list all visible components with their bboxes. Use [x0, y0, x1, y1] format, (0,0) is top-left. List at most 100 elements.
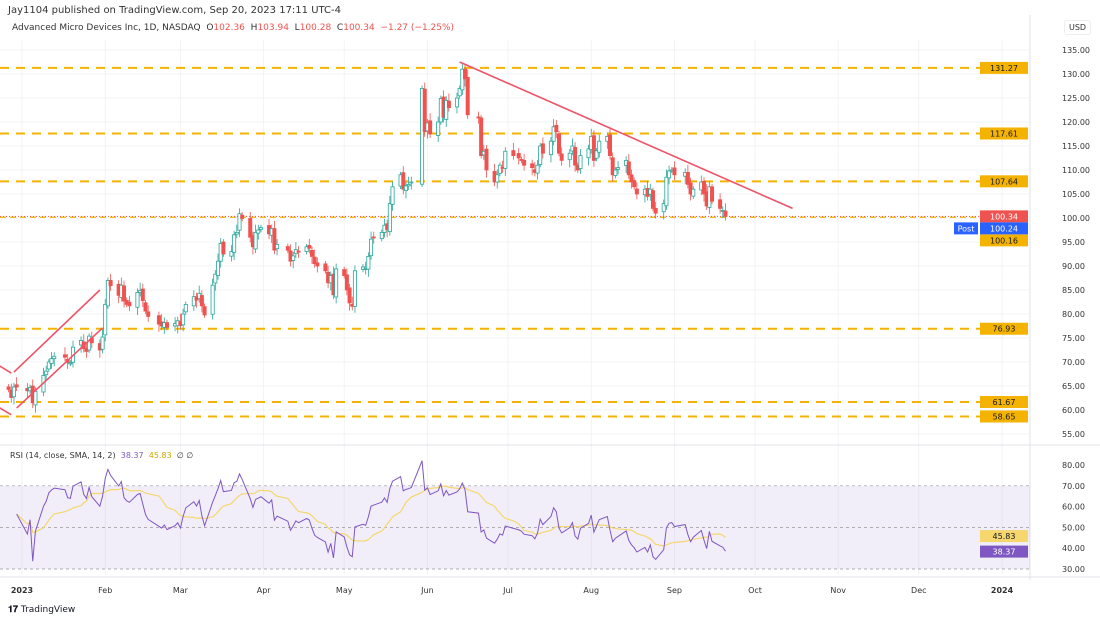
time-tick: Jun — [420, 586, 434, 595]
candle-body — [632, 180, 637, 188]
rsi-tick: 80.00 — [1062, 461, 1085, 470]
level-tag — [980, 175, 1028, 188]
price-tick: 65.00 — [1062, 382, 1085, 391]
time-axis: 2023 Feb Mar Apr May Jun Jul Aug Sep Oct Nov Dec 202… — [11, 586, 1014, 595]
level-tag — [980, 61, 1028, 74]
candle-body — [629, 174, 634, 183]
candle-body — [446, 100, 451, 109]
candle-body — [334, 268, 339, 298]
candle-body — [554, 124, 559, 133]
rsi-tick: 30.00 — [1062, 565, 1085, 574]
close-label: C — [336, 23, 344, 33]
level-label: 58.65 — [993, 412, 1016, 421]
brand-name: TradingView — [20, 605, 76, 615]
candle-body — [538, 145, 543, 165]
level-label: 117.61 — [990, 129, 1018, 138]
candle-body — [146, 311, 151, 317]
candle-body — [366, 255, 371, 270]
candle-body — [613, 169, 618, 176]
rsi-label: RSI (14, close, SMA, 14, 2) — [10, 451, 116, 460]
low-label: L — [294, 23, 300, 33]
price-tick: 85.00 — [1062, 286, 1085, 295]
candle-body — [420, 88, 425, 185]
last-price-label: 100.34 — [990, 212, 1018, 221]
candle-body — [401, 172, 406, 190]
rsi-value-label: 38.37 — [993, 548, 1016, 557]
candle-body — [667, 170, 672, 179]
last-price-tag — [980, 210, 1028, 223]
price-tick: 75.00 — [1062, 334, 1085, 343]
post-price-label: 100.24 — [990, 224, 1018, 233]
candle-body — [444, 100, 449, 120]
level-tag — [980, 395, 1028, 408]
time-tick: Feb — [98, 586, 112, 595]
trendline — [0, 407, 12, 416]
candle-body — [688, 182, 693, 195]
candle-body — [240, 214, 245, 219]
candles — [6, 62, 728, 413]
candle-body — [122, 285, 127, 302]
level-label: 100.16 — [990, 236, 1018, 245]
candle-body — [685, 171, 690, 185]
candle-body — [44, 370, 49, 376]
candle-body — [164, 322, 169, 328]
candle-body — [567, 152, 572, 161]
candle-body — [406, 183, 411, 187]
time-tick: Aug — [583, 586, 599, 595]
candle-body — [691, 188, 696, 197]
candle-body — [436, 121, 441, 136]
candle-body — [68, 362, 73, 365]
candle-body — [307, 244, 312, 249]
candle-body — [216, 260, 221, 277]
level-label: 107.64 — [990, 177, 1018, 186]
candle-body — [465, 76, 470, 116]
candle-body — [285, 246, 290, 251]
candle-body — [634, 188, 639, 195]
candle-body — [591, 135, 596, 161]
candle-body — [135, 291, 140, 308]
price-tick: 110.00 — [1062, 166, 1090, 175]
candle-body — [49, 358, 54, 364]
price-tick: 95.00 — [1062, 238, 1085, 247]
symbol-legend: Advanced Micro Devices Inc, 1D, NASDAQ O… — [12, 23, 454, 33]
candle-body — [11, 386, 16, 398]
candle-body — [422, 88, 427, 133]
rsi-band — [0, 485, 1030, 569]
price-axis: 55.00 60.00 65.00 70.00 75.00 80.00 85.00 90.00… — [1062, 46, 1090, 574]
price-tick: 90.00 — [1062, 262, 1085, 271]
candle-body — [557, 133, 562, 154]
currency-button[interactable]: USD — [1064, 20, 1092, 35]
candle-body — [672, 167, 677, 176]
candle-body — [156, 315, 161, 325]
candle-body — [234, 231, 239, 235]
candle-body — [371, 236, 376, 239]
candle-body — [379, 231, 384, 240]
horizontal-levels — [0, 66, 980, 418]
tradingview-logo[interactable]: 𝟏𝟕 TradingView — [8, 605, 75, 615]
candle-body — [181, 313, 186, 326]
rsi-line — [16, 460, 726, 562]
candle-body — [390, 186, 395, 205]
candle-body — [535, 164, 540, 174]
change-value: −1.27 (−1.25%) — [380, 23, 455, 33]
candle-body — [6, 386, 11, 390]
candle-body — [476, 116, 481, 119]
candle-body — [232, 234, 237, 253]
candle-body — [248, 218, 253, 238]
price-tick: 60.00 — [1062, 406, 1085, 415]
candle-body — [342, 269, 347, 277]
candle-body — [315, 262, 320, 267]
candle-body — [664, 176, 669, 207]
time-tick: 2023 — [11, 586, 33, 595]
candle-body — [616, 167, 621, 170]
price-tick: 135.00 — [1062, 46, 1090, 55]
candle-body — [14, 384, 19, 388]
candle-body — [701, 180, 706, 195]
rsi-sma-line — [16, 485, 726, 547]
grid — [0, 15, 1100, 580]
candle-body — [454, 97, 459, 108]
candle-body — [296, 250, 301, 253]
open-label: O — [206, 23, 214, 33]
post-tag-label: Post — [958, 224, 975, 233]
